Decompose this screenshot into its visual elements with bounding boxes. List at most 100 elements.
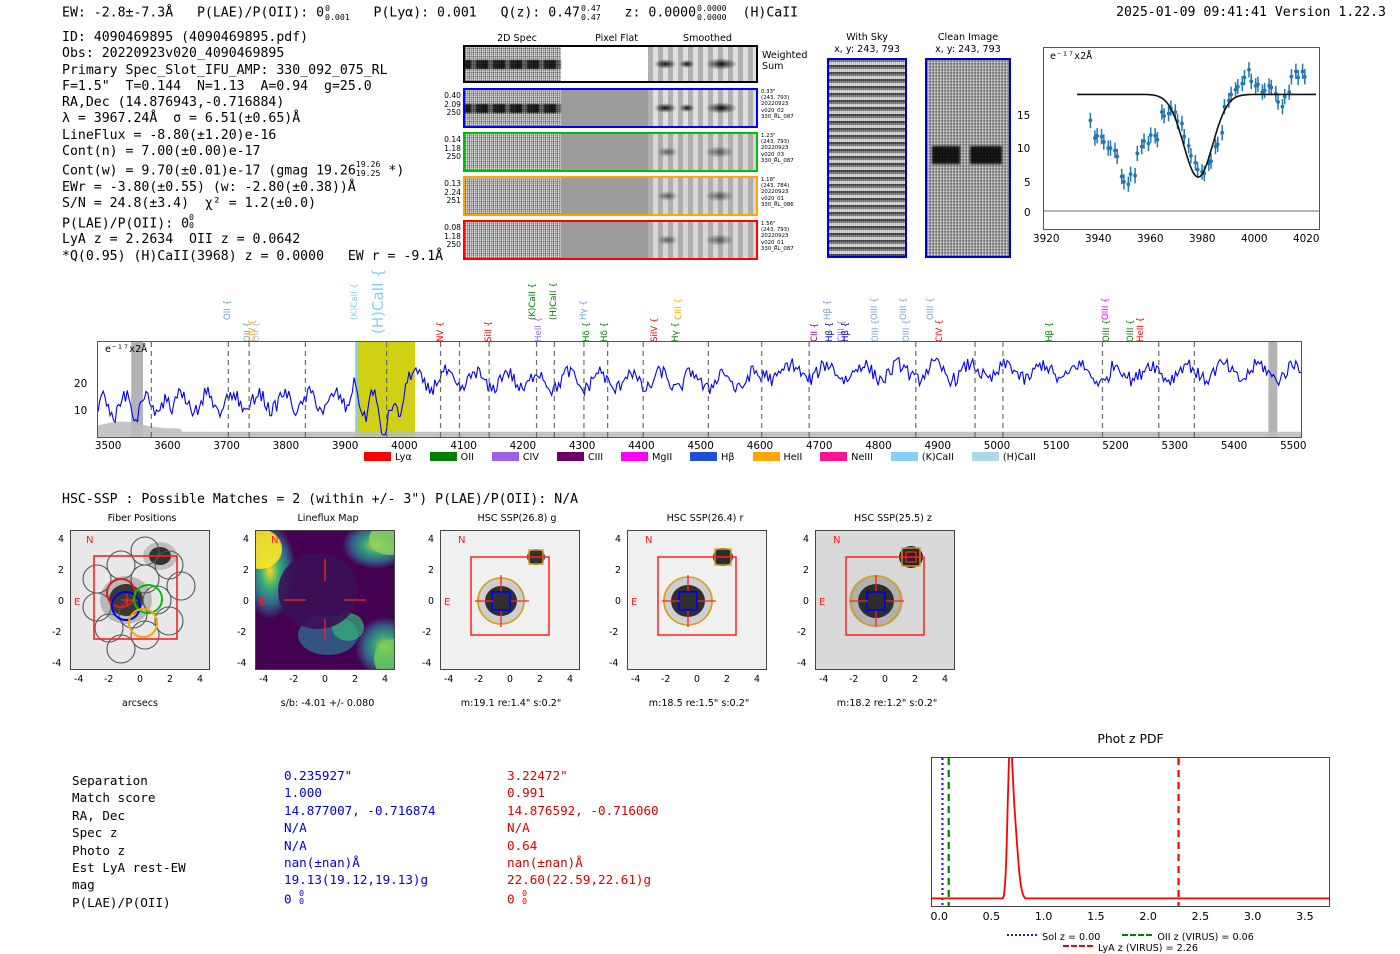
fullspec-xtick: 4200: [509, 440, 537, 452]
legend-item: MgII: [621, 452, 672, 463]
info-cont-n: Cont(n) = 7.00(±0.00)e-17: [62, 144, 261, 160]
spectrum-line-label: OII {: [222, 299, 233, 320]
fullspec-xtick: 4000: [391, 440, 418, 452]
cutout-ytick: 2: [615, 565, 621, 576]
cutout-xtick: 4: [942, 674, 948, 685]
cutout-ytick: 2: [243, 565, 249, 576]
panel-title-fiber-positions: Fiber Positions: [107, 513, 177, 524]
right-l2: (243, 793): [761, 95, 790, 102]
match-table-cell: 19.13(19.12,19.13)g: [284, 872, 429, 888]
clean-image: [925, 58, 1011, 258]
fullspec-xtick: 4500: [687, 440, 714, 452]
fullspec-xtick: 5000: [983, 440, 1011, 452]
legend-item: CIV: [491, 452, 539, 463]
header-qz-value: 0.47: [548, 5, 580, 21]
hsc-g-image[interactable]: [440, 530, 580, 670]
legend-swatch: [890, 452, 918, 461]
cutout-ytick: -2: [237, 627, 247, 638]
panel-caption-lineflux-map: s/b: -4.01 +/- 0.080: [280, 698, 375, 709]
fullspec-ytick-10: 10: [74, 405, 88, 417]
spectrum-line-label: Hβ {: [1044, 321, 1055, 342]
cutout-xtick: 0: [507, 674, 513, 685]
spec2d-row-red: [463, 220, 758, 260]
legend-swatch: [429, 452, 457, 461]
legend-label: CIV: [522, 452, 539, 463]
info-primary-spec-slot: Primary Spec_Slot_IFU_AMP: 330_092_075_R…: [62, 62, 388, 78]
compass-e-label-g: E: [444, 597, 451, 608]
right-l2: (243, 793): [761, 227, 790, 234]
source-info-block: ID: 4090469895 (4090469895.pdf) Obs: 202…: [62, 30, 443, 265]
spec2d-cell-pixelflat: [561, 222, 649, 258]
fullspec-xtick: 5200: [1102, 440, 1129, 452]
panel-title-hsc-g: HSC SSP(26.8) g: [477, 513, 557, 524]
cutout-ytick: 0: [803, 596, 809, 607]
right-l4: v020_03: [761, 151, 785, 158]
left-l3: 250: [446, 152, 462, 162]
header-plae-sub: 0.001: [325, 11, 350, 22]
lineplot-flux-unit: e⁻¹⁷x2Å: [1050, 51, 1093, 62]
spec2d-cell-2dspec: [465, 222, 562, 258]
fiber-positions-image[interactable]: [70, 530, 210, 670]
cutout-xtick: -2: [289, 674, 299, 685]
spectrum-line-label: Hβ {: [825, 321, 836, 342]
info-cont-w-post: *): [388, 163, 405, 179]
match-table-cell: 1.000: [284, 785, 322, 801]
hsc-z-image[interactable]: [815, 530, 955, 670]
info-redshifts: LyA z = 2.2634 OII z = 0.0642: [62, 232, 301, 248]
hsc-r-image[interactable]: [627, 530, 767, 670]
cutout-xtick: 0: [137, 674, 143, 685]
right-l3: 20220923: [761, 145, 789, 152]
photz-legend-item: LyA z (VIRUS) = 2.26: [1063, 943, 1198, 954]
panel-caption-hsc-r: m:18.5 re:1.5" s:0.2": [648, 698, 750, 709]
info-cont-w-sup: 19.26: [355, 159, 381, 170]
panel-caption-hsc-z: m:18.2 re:1.2" s:0.2": [836, 698, 938, 709]
legend-swatch: [621, 452, 649, 461]
cutout-xtick: 2: [724, 674, 730, 685]
cutout-xtick: -2: [104, 674, 114, 685]
info-lineflux: LineFlux = -8.80(±1.20)e-16: [62, 127, 277, 143]
spectrum-line-label: OII {: [252, 321, 263, 342]
cutout-xtick: 0: [694, 674, 700, 685]
photz-xtick: 1.0: [1034, 910, 1053, 923]
legend-item: HeII: [752, 452, 802, 463]
clean-image-title: Clean Image x, y: 243, 793: [920, 32, 1016, 55]
fiber-positions-svg: [71, 531, 209, 669]
cutout-ytick: 0: [58, 596, 64, 607]
fullspec-xtick: 5300: [1161, 440, 1188, 452]
legend-item: Hβ: [690, 452, 735, 463]
spectrum-line-label: Hδ {: [599, 322, 610, 342]
cutout-xtick: 0: [322, 674, 328, 685]
photz-legend-label: OII z (VIRUS) = 0.06: [1157, 932, 1254, 943]
match-table-cell: 0.991: [507, 785, 545, 801]
spec2d-row-green: [463, 132, 758, 172]
cutout-xtick: 0: [882, 674, 888, 685]
legend-label: NeIII: [851, 452, 873, 463]
photz-xtick: 1.5: [1087, 910, 1105, 923]
right-l2: (243, 793): [761, 139, 790, 146]
fullspec-xtick: 5100: [1043, 440, 1070, 452]
photz-xticks: 0.0 0.5 1.0 1.5 2.0 2.5 3.0 3.5: [930, 910, 1330, 926]
match-table-cell: 14.876592, -0.716060: [507, 802, 659, 818]
photz-xtick: 2.5: [1191, 910, 1210, 923]
spec2d-row-orange: [463, 176, 758, 216]
legend-label: (H)CaII: [1002, 452, 1036, 463]
legend-label: CIII: [587, 452, 604, 463]
legend-item: Lyα: [364, 452, 412, 463]
info-seeing: F=1.5" T=0.144 N=1.13 A=0.94 g=25.0: [62, 78, 372, 94]
info-plae: P(LAE)/P(OII): 00 0: [62, 212, 443, 233]
cutout-ytick: 2: [58, 565, 64, 576]
left-l1: 0.14: [444, 135, 461, 144]
spec2d-row-weighted-sum: [463, 45, 758, 83]
legend-label: (K)CaII: [921, 452, 954, 463]
match-table-row-labels: Separation Match score RA, Dec Spec z Photo …: [72, 772, 272, 911]
right-l2: (243, 784): [761, 183, 790, 190]
left-l3: 250: [446, 240, 462, 250]
fullspec-flux-unit: e⁻¹⁷x2Å: [105, 344, 148, 355]
cutout-xtick: 2: [352, 674, 358, 685]
spec2d-cell-pixelflat: [561, 178, 649, 214]
match-table-cell: nan(±nan)Å: [284, 855, 360, 871]
right-l3: 20220923: [761, 101, 789, 108]
photz-xtick: 0.0: [930, 910, 948, 923]
lineflux-map-image[interactable]: [255, 530, 395, 670]
cutout-ytick: 0: [428, 596, 434, 607]
